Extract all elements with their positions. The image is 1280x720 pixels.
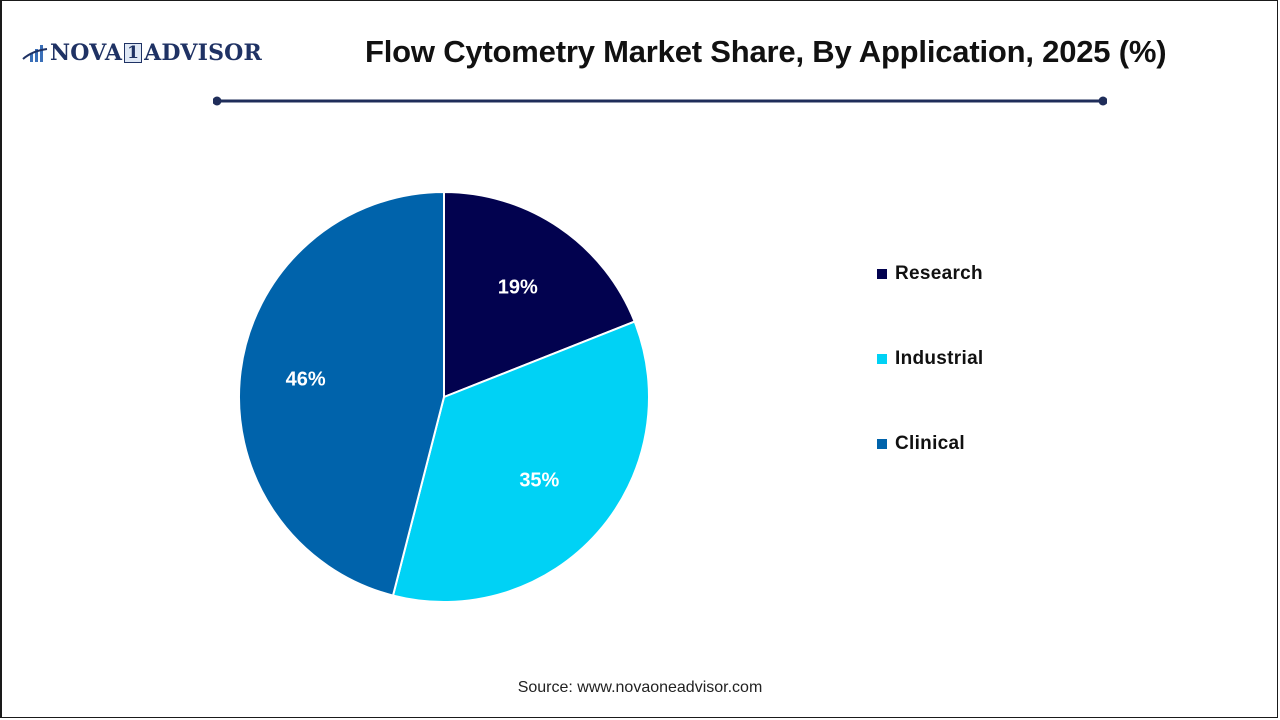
- legend-label-clinical: Clinical: [895, 433, 965, 454]
- slice-label-industrial: 35%: [519, 469, 560, 492]
- pie-slice-industrial: [391, 320, 650, 603]
- legend-item-clinical: Clinical: [877, 432, 984, 456]
- legend-label-industrial: Industrial: [895, 348, 984, 369]
- source-note: Source: www.novaoneadvisor.com: [517, 679, 763, 696]
- legend-item-research: Research: [877, 262, 984, 286]
- legend-swatch-industrial: [877, 354, 887, 364]
- legend-item-industrial: Industrial: [877, 347, 984, 371]
- pie-slice-research: [443, 190, 636, 399]
- legend-swatch-clinical: [877, 439, 887, 449]
- bar-chart-swoosh-icon: [22, 45, 48, 62]
- legend-swatch-research: [877, 269, 887, 279]
- logo-text-one: 1: [124, 43, 143, 63]
- chart-legend: Research Industrial Clinical: [877, 262, 984, 517]
- logo-text-nova: NOVA: [50, 40, 123, 66]
- title-divider: [213, 96, 1107, 106]
- slice-label-research: 19%: [497, 276, 538, 299]
- chart-title: Flow Cytometry Market Share, By Applicat…: [365, 34, 1167, 69]
- nova-advisor-logo: NOVA 1 ADVISOR: [22, 38, 262, 68]
- slice-label-clinical: 46%: [285, 368, 326, 391]
- pie-slice-clinical: [238, 190, 445, 597]
- legend-label-research: Research: [895, 263, 983, 284]
- logo-text-advisor: ADVISOR: [144, 40, 263, 66]
